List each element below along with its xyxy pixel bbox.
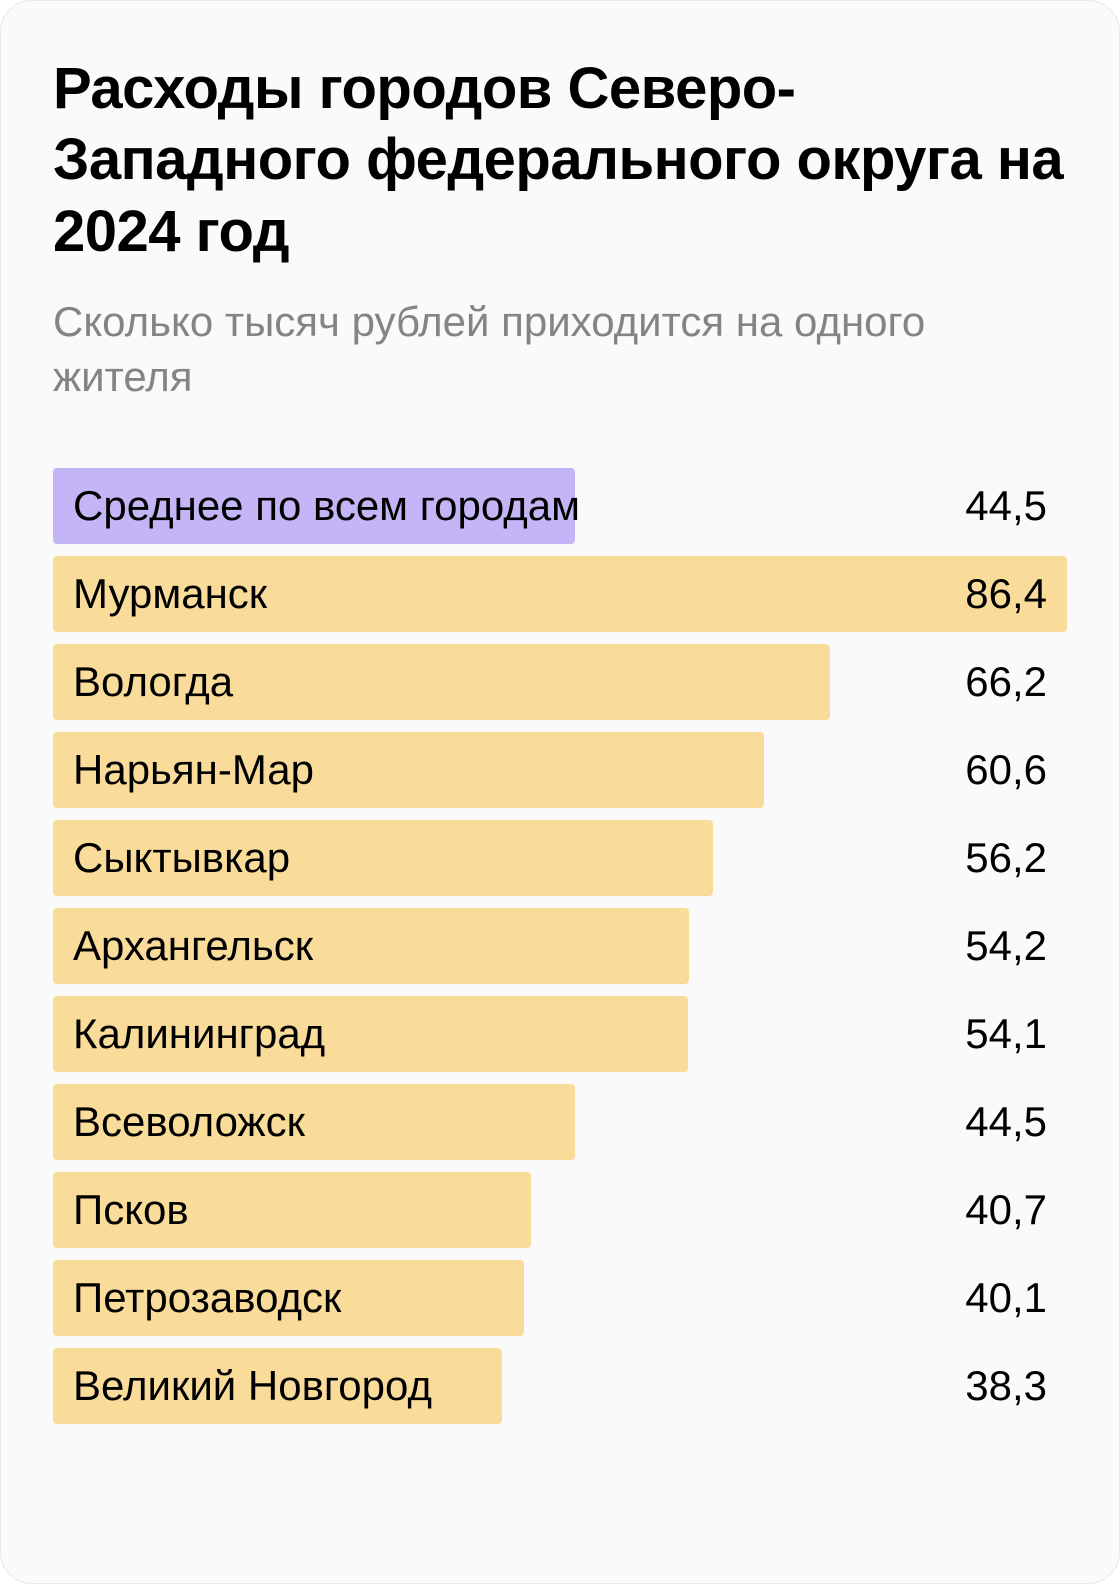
bar-row: Всеволожск 44,5: [53, 1084, 1067, 1160]
bar-row: Сыктывкар 56,2: [53, 820, 1067, 896]
bar-row: Вологда 66,2: [53, 644, 1067, 720]
bar-label: Нарьян-Мар: [53, 746, 314, 794]
bar-label: Архангельск: [53, 922, 313, 970]
bar-value: 66,2: [965, 658, 1047, 706]
chart-subtitle: Сколько тысяч рублей приходится на одног…: [53, 295, 1067, 404]
bar-value: 56,2: [965, 834, 1047, 882]
bar-chart: Среднее по всем городам 44,5 Мурманск 86,4 В…: [53, 468, 1067, 1424]
bar-value: 44,5: [965, 1098, 1047, 1146]
bar-row: Петрозаводск 40,1: [53, 1260, 1067, 1336]
bar-label: Среднее по всем городам: [53, 482, 580, 530]
bar-row: Среднее по всем городам 44,5: [53, 468, 1067, 544]
bar-label: Великий Новгород: [53, 1362, 432, 1410]
bar-row: Великий Новгород 38,3: [53, 1348, 1067, 1424]
bar-label: Калининград: [53, 1010, 325, 1058]
bar-label: Псков: [53, 1186, 189, 1234]
bar-row: Калининград 54,1: [53, 996, 1067, 1072]
chart-title: Расходы городов Северо-Западного федерал…: [53, 53, 1067, 267]
bar-label: Сыктывкар: [53, 834, 290, 882]
bar-value: 54,1: [965, 1010, 1047, 1058]
bar-label: Всеволожск: [53, 1098, 305, 1146]
bar-label: Мурманск: [53, 570, 267, 618]
bar-row: Псков 40,7: [53, 1172, 1067, 1248]
bar-value: 54,2: [965, 922, 1047, 970]
chart-card: Расходы городов Северо-Западного федерал…: [0, 0, 1120, 1584]
bar-row: Нарьян-Мар 60,6: [53, 732, 1067, 808]
bar-row: Архангельск 54,2: [53, 908, 1067, 984]
bar-value: 60,6: [965, 746, 1047, 794]
bar-value: 44,5: [965, 482, 1047, 530]
bar-value: 38,3: [965, 1362, 1047, 1410]
bar-row: Мурманск 86,4: [53, 556, 1067, 632]
bar-value: 40,7: [965, 1186, 1047, 1234]
bar-value: 86,4: [965, 570, 1047, 618]
bar-label: Петрозаводск: [53, 1274, 341, 1322]
bar-label: Вологда: [53, 658, 233, 706]
bar-value: 40,1: [965, 1274, 1047, 1322]
